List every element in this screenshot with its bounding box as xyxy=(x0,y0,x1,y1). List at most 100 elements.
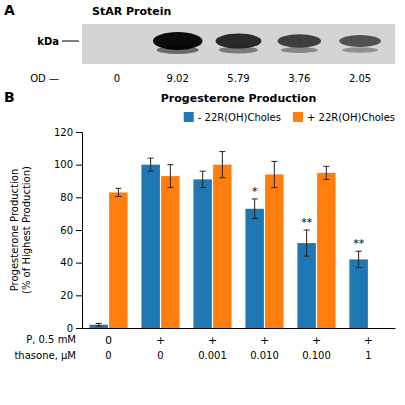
x-tick-label: 0 xyxy=(105,334,112,347)
data-label: 5.79 xyxy=(227,73,249,84)
y-axis-line xyxy=(76,133,83,329)
legend-label: - 22R(OH)Choles xyxy=(198,112,281,123)
error-cap xyxy=(271,187,277,188)
error-cap xyxy=(252,198,258,199)
x-tick-label-2: 0.001 xyxy=(198,350,227,361)
bar xyxy=(265,174,284,328)
x-tick-label-2: 0.100 xyxy=(302,350,331,361)
band xyxy=(339,35,381,47)
kda-marker xyxy=(62,41,79,42)
error-bar xyxy=(323,166,329,179)
error-cap xyxy=(356,251,362,252)
x-tick-label-2: 1 xyxy=(365,350,371,361)
y-tick: 40 xyxy=(60,257,82,268)
legend-swatch xyxy=(184,112,194,122)
y-tick-label: 120 xyxy=(54,127,73,138)
x-tick: +1 xyxy=(364,334,373,361)
y-tick: 20 xyxy=(60,290,82,301)
x-tick-label: + xyxy=(208,334,217,347)
y-tick-mark xyxy=(76,132,82,133)
chart: AStAR ProteinkDaOD —09.025.793.762.05BPr… xyxy=(0,0,405,405)
y-tick-mark xyxy=(76,230,82,231)
y-tick: 80 xyxy=(60,192,82,203)
error-cap xyxy=(304,230,310,231)
error-bar xyxy=(271,161,277,187)
y-tick-mark xyxy=(76,295,82,296)
x-row-label: P, 0.5 mM xyxy=(26,334,76,345)
bar xyxy=(161,176,180,328)
y-tick-mark xyxy=(76,263,82,264)
annotation: OD — xyxy=(30,73,59,84)
error-cap xyxy=(252,218,258,219)
band-smear xyxy=(219,47,258,54)
error-line xyxy=(326,166,327,179)
x-tick-label-2: 0.010 xyxy=(250,350,279,361)
error-line xyxy=(254,199,255,219)
error-cap xyxy=(219,177,225,178)
bar xyxy=(213,165,232,328)
error-line xyxy=(202,171,203,187)
annotation: kDa xyxy=(37,36,59,47)
bands xyxy=(153,32,381,54)
x-tick: +0 xyxy=(156,334,165,361)
significance: ** xyxy=(353,237,365,250)
y-tick-label: 100 xyxy=(54,159,73,170)
x-tick-label: + xyxy=(260,334,269,347)
legend-item: - 22R(OH)Choles xyxy=(184,112,281,123)
y-tick: 120 xyxy=(54,127,82,138)
legend-swatch xyxy=(293,112,303,122)
error-cap xyxy=(219,151,225,152)
data-label: 3.76 xyxy=(288,73,310,84)
error-cap xyxy=(200,171,206,172)
error-bar xyxy=(148,158,154,171)
bar xyxy=(297,243,316,328)
bar xyxy=(245,209,264,328)
error-cap xyxy=(323,166,329,167)
y-tick-mark xyxy=(76,197,82,198)
y-tick-label: 20 xyxy=(60,290,73,301)
error-cap xyxy=(356,267,362,268)
error-bar xyxy=(115,188,121,196)
error-line xyxy=(358,251,359,267)
x-tick-label-2: 0 xyxy=(105,350,111,361)
y-tick-mark xyxy=(76,165,82,166)
x-tick-label: + xyxy=(364,334,373,347)
error-cap xyxy=(148,158,154,159)
error-line xyxy=(306,230,307,256)
bar xyxy=(193,179,212,328)
title: Progesterone Production xyxy=(161,92,316,105)
error-line xyxy=(118,188,119,196)
y-tick: 60 xyxy=(60,225,82,236)
legend-label: + 22R(OH)Choles xyxy=(307,112,395,123)
error-cap xyxy=(167,164,173,165)
band xyxy=(216,33,262,48)
error-line xyxy=(222,152,223,178)
band xyxy=(277,34,321,47)
y-tick-label: 0 xyxy=(67,323,73,334)
data-label: 2.05 xyxy=(349,73,371,84)
x-tick: +0.010 xyxy=(250,334,279,361)
error-cap xyxy=(148,171,154,172)
error-cap xyxy=(115,188,121,189)
error-bar xyxy=(96,323,102,326)
y-axis: 0 20 40 60 80 100 120 xyxy=(54,127,83,334)
band-smear xyxy=(342,47,377,52)
error-cap xyxy=(271,161,277,162)
x-axis-line xyxy=(83,328,396,329)
x-row-label: thasone, μM xyxy=(14,350,76,361)
error-cap xyxy=(323,179,329,180)
significance: * xyxy=(252,185,258,198)
error-cap xyxy=(96,323,102,324)
panel-label: A xyxy=(4,2,15,18)
error-bar xyxy=(167,165,173,188)
error-cap xyxy=(200,187,206,188)
bar xyxy=(141,165,160,328)
blot-background xyxy=(82,24,395,64)
error-line xyxy=(150,158,151,171)
x-axis: 00+0+0.001+0.010+0.100+1 xyxy=(83,329,396,362)
error-cap xyxy=(167,187,173,188)
y-tick: 0 xyxy=(67,323,82,334)
plot xyxy=(89,152,367,328)
y-tick-label: 40 xyxy=(60,257,73,268)
y-axis-title: Progesterone Production(% of Highest Pro… xyxy=(9,166,32,294)
